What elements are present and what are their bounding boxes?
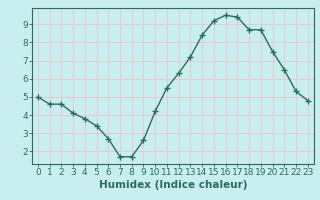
X-axis label: Humidex (Indice chaleur): Humidex (Indice chaleur)	[99, 180, 247, 190]
